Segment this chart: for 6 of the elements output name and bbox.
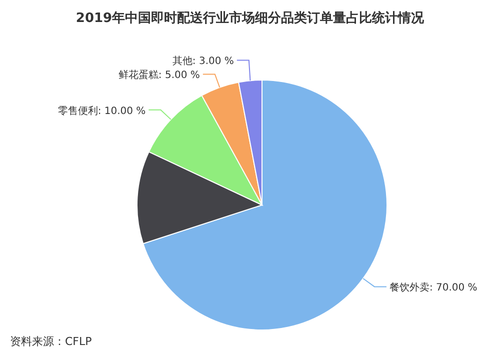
slice-label: 餐饮外卖: 70.00 %	[389, 282, 478, 294]
slice-label: 鲜花蛋糕: 5.00 %	[118, 69, 200, 82]
chart-title: 2019年中国即时配送行业市场细分品类订单量占比统计情况	[76, 10, 426, 26]
slice-label: 零售便利: 10.00 %	[58, 104, 146, 117]
text: 资料来源：CFLP	[10, 335, 92, 348]
slice-label: 其他: 3.00 %	[172, 55, 234, 68]
